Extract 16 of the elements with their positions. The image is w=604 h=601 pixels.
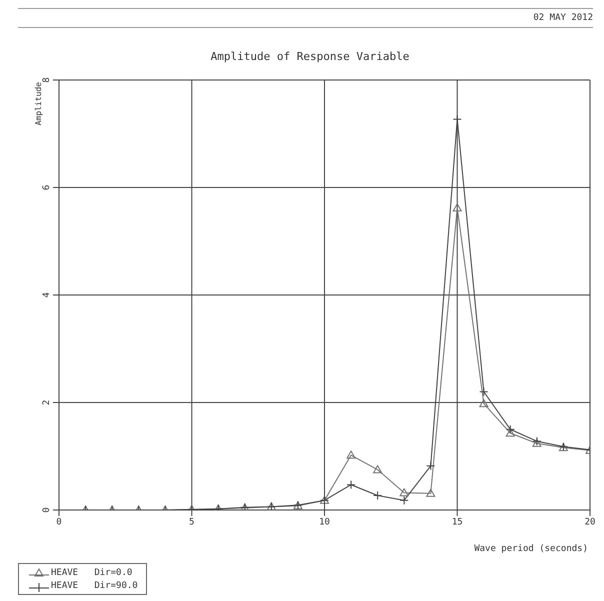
y-tick-label: 2 (42, 400, 52, 406)
text: 02 MAY 2012 (533, 13, 593, 23)
x-tick-label: 15 (452, 517, 463, 528)
legend-label: HEAVE Dir=0.0 (51, 568, 132, 578)
y-tick-label: 0 (42, 507, 52, 513)
x-tick-label: 10 (319, 517, 330, 528)
y-tick-label: 4 (42, 292, 52, 298)
x-axis-title: Wave period (seconds) (474, 544, 588, 554)
x-tick-label: 0 (56, 517, 62, 528)
legend-label: HEAVE Dir=90.0 (51, 580, 138, 590)
y-tick-label: 8 (42, 77, 52, 83)
y-tick-label: 6 (42, 184, 52, 190)
y-axis-title: Amplitude (34, 82, 43, 126)
x-tick-label: 20 (584, 517, 596, 528)
x-tick-label: 5 (189, 517, 194, 528)
chart-title: Amplitude of Response Variable (210, 50, 410, 63)
